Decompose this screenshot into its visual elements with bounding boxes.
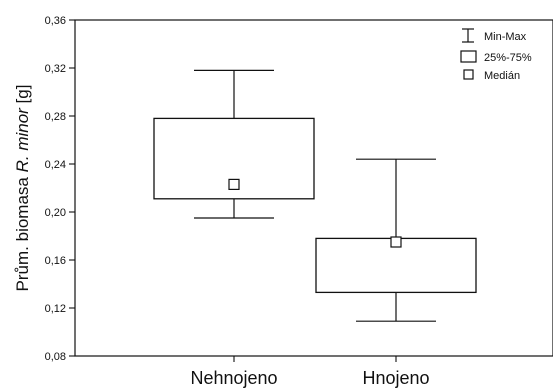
legend-median-label: Medián (484, 70, 520, 82)
legend-minmax-icon (462, 28, 474, 43)
y-tick-label: 0,24 (45, 159, 66, 171)
y-tick-label: 0,28 (45, 111, 66, 123)
legend-median-icon (463, 69, 474, 80)
box-hnojeno (315, 158, 477, 322)
y-title-unit: [g] (13, 85, 32, 109)
x-axis: Nehnojeno Hnojeno (190, 356, 430, 388)
y-title-species: R. minor (13, 107, 32, 173)
y-tick-label: 0,08 (45, 351, 66, 363)
y-tick-label: 0,16 (45, 255, 66, 267)
boxes (153, 69, 477, 322)
y-axis-title: Prům. biomasa R. minor [g] (13, 85, 32, 292)
box-nehnojeno (153, 69, 315, 219)
y-title-prefix: Prům. biomasa (13, 172, 32, 291)
legend-minmax-label: Min-Max (484, 31, 527, 43)
median-marker (228, 178, 240, 190)
median-marker (390, 236, 402, 248)
y-tick-label: 0,32 (45, 63, 66, 75)
y-tick-label: 0,36 (45, 15, 66, 27)
legend-box-label: 25%-75% (484, 52, 532, 64)
y-axis: 0,08 0,12 0,16 0,20 0,24 0,28 0,32 0,36 (45, 15, 75, 363)
x-category-label: Hnojeno (362, 368, 429, 388)
y-tick-label: 0,20 (45, 207, 66, 219)
x-category-label: Nehnojeno (190, 368, 277, 388)
legend-box-icon (460, 50, 477, 63)
y-tick-label: 0,12 (45, 303, 66, 315)
legend: Min-Max 25%-75% Medián (460, 28, 532, 82)
